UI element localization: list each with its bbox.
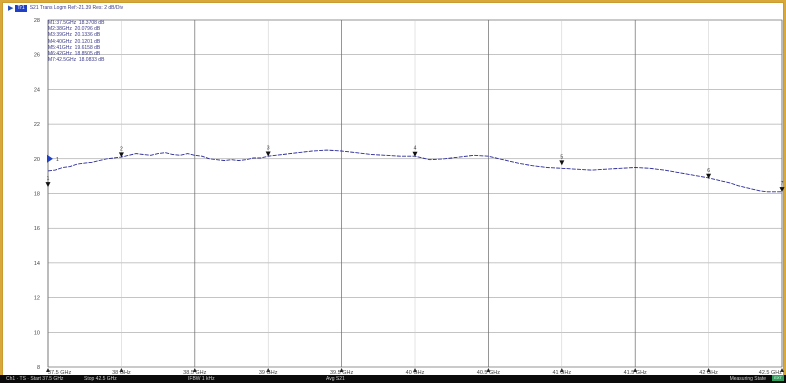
reference-level-marker — [47, 154, 53, 163]
marker-readout-line: M2:38GHz 20.0796 dB — [48, 26, 101, 33]
marker-readout-line: M3:39GHz 20.1336 dB — [48, 32, 101, 39]
status-bar: Ch1 · TS · Start 37.5 GHz Stop 42.5 GHz … — [0, 375, 786, 383]
marker-triangle — [412, 151, 418, 157]
trace-badge[interactable]: Tr1 — [15, 4, 27, 12]
marker-readout-line: M6:42GHz 18.8505 dB — [48, 51, 101, 58]
marker-number: 3 — [267, 146, 270, 152]
marker-triangle — [118, 152, 124, 158]
trace-settings-text: S21 Trans Logm Ref:-21.39 Res: 2 dB/Div — [29, 5, 124, 11]
status-ifbw: IFBW 1 kHz — [188, 376, 215, 382]
x-tick-label: 39 GHz — [259, 370, 278, 376]
marker-triangle — [265, 151, 271, 157]
marker-readout-line: M4:40GHz 20.1201 dB — [48, 38, 101, 45]
status-param: Avg S21 — [326, 376, 345, 382]
x-tick-marker — [706, 368, 711, 372]
x-tick-marker — [266, 368, 271, 372]
x-tick-marker — [486, 368, 491, 372]
x-tick-label: 42 GHz — [699, 370, 718, 376]
y-tick-label: 14 — [34, 261, 40, 267]
y-tick-label: 28 — [34, 18, 40, 24]
status-stop: Stop 42.5 GHz — [84, 376, 117, 382]
marker-number: 6 — [707, 168, 710, 174]
y-tick-label: 16 — [34, 226, 40, 232]
marker-triangle — [559, 160, 565, 166]
y-tick-label: 24 — [34, 87, 40, 93]
status-channel: Ch1 · TS · Start 37.5 GHz — [6, 376, 64, 382]
marker-number: 4 — [414, 146, 417, 152]
x-tick-marker — [780, 368, 784, 372]
marker-number: 7 — [781, 181, 784, 187]
marker-readout-line: M5:41GHz 19.6158 dB — [48, 44, 101, 51]
reference-level-label: 1 — [56, 157, 59, 163]
x-tick-marker — [46, 368, 50, 372]
x-tick-label: 42.5 GHz — [759, 370, 782, 376]
x-tick-label: 38.5 GHz — [183, 370, 206, 376]
triangle-right-icon: ▶ — [8, 5, 14, 12]
marker-triangle — [779, 187, 785, 193]
y-tick-label: 22 — [34, 122, 40, 128]
x-tick-marker — [633, 368, 638, 372]
marker-number: 5 — [560, 154, 563, 160]
x-tick-marker — [192, 368, 197, 372]
trace-line — [47, 149, 782, 193]
marker-triangle — [45, 182, 51, 188]
y-tick-label: 20 — [34, 157, 40, 163]
marker-number: 2 — [120, 146, 123, 152]
x-tick-label: 41.5 GHz — [624, 370, 647, 376]
x-tick-label: 41 GHz — [552, 370, 571, 376]
x-tick-label: 40.5 GHz — [477, 370, 500, 376]
marker-number: 1 — [47, 176, 50, 182]
x-tick-marker — [119, 368, 124, 372]
marker-triangle — [706, 173, 712, 179]
y-tick-label: 10 — [34, 330, 40, 336]
marker-readout: M1:37.5GHz 18.3708 dB M2:38GHz 20.0796 dB… — [48, 20, 104, 63]
x-tick-marker — [339, 368, 344, 372]
trace-header[interactable]: ▶ Tr1 S21 Trans Logm Ref:-21.39 Res: 2 d… — [8, 3, 123, 13]
y-tick-label: 26 — [34, 53, 40, 59]
x-tick-marker — [559, 368, 564, 372]
x-tick-label: 39.5 GHz — [330, 370, 353, 376]
x-tick-label: 40 GHz — [406, 370, 425, 376]
marker-readout-line: M7:42.5GHz 18.0833 dB — [48, 57, 105, 64]
y-tick-label: 18 — [34, 192, 40, 198]
status-measuring: Measuring State — [729, 376, 766, 382]
x-tick-marker — [413, 368, 417, 372]
x-tick-label: 38 GHz — [112, 370, 131, 376]
marker-readout-line: M1:37.5GHz 18.3708 dB — [48, 20, 105, 26]
y-tick-label: 8 — [37, 365, 40, 371]
status-ext-badge: EXT — [772, 375, 784, 381]
y-tick-label: 12 — [34, 296, 40, 302]
x-tick-label: 37.5 GHz — [48, 370, 71, 376]
